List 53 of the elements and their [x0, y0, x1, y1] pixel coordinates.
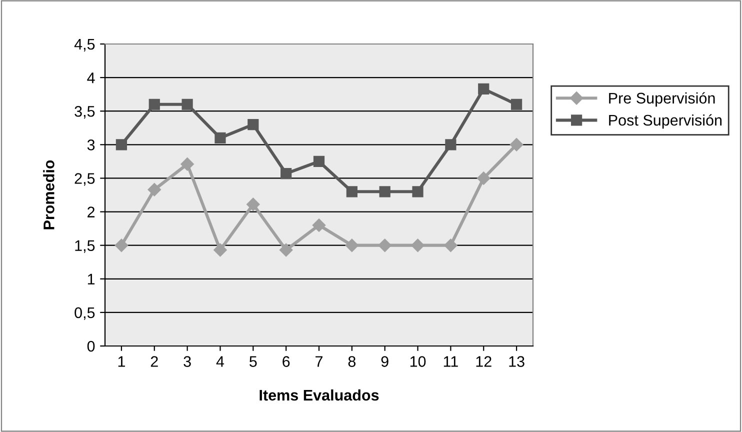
x-tick-label: 9 [381, 356, 388, 367]
x-tick-label: 1 [118, 356, 125, 367]
y-tick-label: 3,5 [74, 106, 95, 119]
point [510, 98, 522, 110]
legend-label: Post Supervisión [609, 114, 722, 129]
point [477, 172, 490, 185]
x-tick-label: 8 [348, 356, 356, 367]
point [412, 186, 424, 198]
x-tick-label: 6 [282, 356, 290, 367]
x-tick-label: 10 [410, 356, 426, 367]
point [148, 183, 161, 196]
point [279, 243, 293, 257]
point [478, 83, 490, 95]
legend-label: Pre Supervisión [609, 92, 715, 107]
point [378, 238, 392, 252]
point [444, 238, 458, 252]
y-axis-title: Promedio [43, 160, 54, 230]
y-tick-label: 4,5 [74, 39, 95, 52]
point [246, 198, 260, 211]
y-tick-label: 0 [87, 340, 95, 352]
point [313, 156, 325, 167]
point [345, 238, 359, 252]
point [214, 243, 227, 257]
x-tick-label: 2 [150, 356, 158, 367]
x-tick-label: 5 [250, 356, 257, 367]
y-tick-label: 1,5 [75, 240, 95, 253]
x-tick-label: 4 [216, 356, 224, 367]
x-axis-title: Items Evaluados [260, 389, 379, 401]
point [411, 238, 424, 252]
point [182, 98, 193, 110]
point [445, 139, 456, 150]
point [379, 186, 390, 198]
y-tick-label: 2 [88, 206, 95, 218]
y-tick-label: 0,5 [74, 307, 95, 320]
x-tick-label: 3 [184, 356, 191, 367]
point [248, 118, 259, 130]
y-tick-label: 2,5 [74, 173, 95, 186]
y-tick-label: 3 [87, 140, 95, 150]
point [114, 238, 128, 252]
point [116, 139, 128, 150]
point [510, 138, 524, 152]
point [214, 132, 226, 144]
x-tick-label: 13 [509, 356, 524, 367]
y-tick-label: 4 [87, 72, 95, 84]
x-tick-label: 12 [476, 356, 492, 367]
point [280, 168, 292, 180]
point [148, 98, 160, 110]
x-tick-label: 7 [316, 356, 322, 367]
y-tick-label: 1 [88, 274, 95, 284]
point [312, 218, 326, 232]
point [180, 158, 194, 171]
x-tick-label: 11 [444, 356, 458, 367]
point [346, 186, 358, 198]
